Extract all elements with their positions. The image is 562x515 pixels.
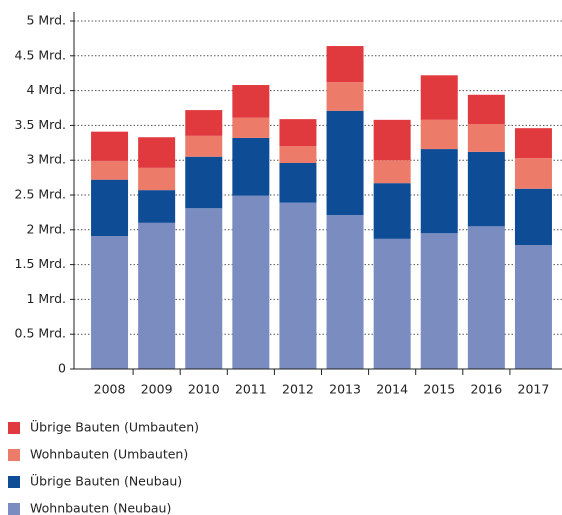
x-tick-label: 2015: [423, 382, 455, 397]
legend-swatch: [8, 503, 20, 515]
y-tick-label: 4.5 Mrd.: [15, 47, 66, 62]
legend-swatch: [8, 449, 20, 461]
y-tick-label: 3 Mrd.: [26, 152, 66, 167]
legend-swatch: [8, 476, 20, 488]
bar-segment: [185, 135, 223, 157]
bar-segment: [91, 179, 129, 237]
bar-segment: [514, 188, 552, 246]
bar-segment: [138, 137, 176, 168]
legend-label: Übrige Bauten (Neubau): [30, 473, 182, 489]
y-tick-label: 2.5 Mrd.: [15, 187, 66, 202]
legend-label: Wohnbauten (Umbauten): [30, 447, 188, 462]
bar-segment: [91, 131, 129, 161]
bar-segment: [514, 245, 552, 369]
bar-segment: [373, 160, 411, 184]
bar-segment: [420, 233, 458, 369]
bar-segment: [138, 190, 176, 223]
bar-segment: [420, 149, 458, 234]
bar-segment: [420, 119, 458, 150]
bar-segment: [467, 226, 505, 369]
bar-segment: [467, 151, 505, 227]
bar-segment: [138, 222, 176, 369]
legend-swatch: [8, 422, 20, 434]
x-tick-label: 2016: [470, 382, 502, 397]
bar-segment: [373, 183, 411, 239]
bar-segment: [279, 202, 317, 369]
bar-segment: [185, 156, 223, 209]
bar-segment: [514, 128, 552, 159]
x-tick-label: 2013: [329, 382, 361, 397]
bar-segment: [279, 119, 317, 147]
x-tick-label: 2008: [94, 382, 126, 397]
y-tick-label: 1 Mrd.: [26, 291, 66, 306]
bar-segment: [373, 238, 411, 369]
legend-label: Übrige Bauten (Umbauten): [30, 419, 199, 435]
bar-segment: [326, 110, 364, 216]
bar-segment: [326, 215, 364, 369]
bar-segment: [420, 75, 458, 120]
legend-label: Wohnbauten (Neubau): [30, 501, 171, 515]
bar-segment: [279, 162, 317, 203]
bar-segment: [232, 85, 270, 118]
bar-segment: [185, 110, 223, 136]
y-tick-label: 0.5 Mrd.: [15, 326, 66, 341]
x-tick-label: 2017: [518, 382, 550, 397]
x-tick-label: 2010: [188, 382, 220, 397]
bar-segment: [514, 158, 552, 189]
bar-segment: [91, 160, 129, 180]
bar-segment: [279, 146, 317, 163]
y-tick-label: 2 Mrd.: [26, 221, 66, 236]
bar-segment: [232, 137, 270, 196]
bar-segment: [91, 236, 129, 369]
bar-segment: [326, 46, 364, 83]
x-tick-label: 2014: [376, 382, 408, 397]
bar-segment: [326, 82, 364, 111]
bar-segment: [467, 94, 505, 125]
y-tick-label: 4 Mrd.: [26, 82, 66, 97]
y-tick-label: 1.5 Mrd.: [15, 256, 66, 271]
x-tick-label: 2012: [282, 382, 314, 397]
bar-segment: [467, 124, 505, 152]
x-tick-label: 2011: [235, 382, 267, 397]
bar-segment: [232, 195, 270, 369]
bar-segment: [373, 119, 411, 161]
bar-segment: [185, 208, 223, 369]
bar-segment: [138, 167, 176, 191]
y-tick-label: 0: [58, 361, 66, 376]
y-tick-label: 3.5 Mrd.: [15, 117, 66, 132]
x-tick-label: 2009: [141, 382, 173, 397]
y-tick-label: 5 Mrd.: [26, 13, 66, 28]
bar-segment: [232, 117, 270, 138]
